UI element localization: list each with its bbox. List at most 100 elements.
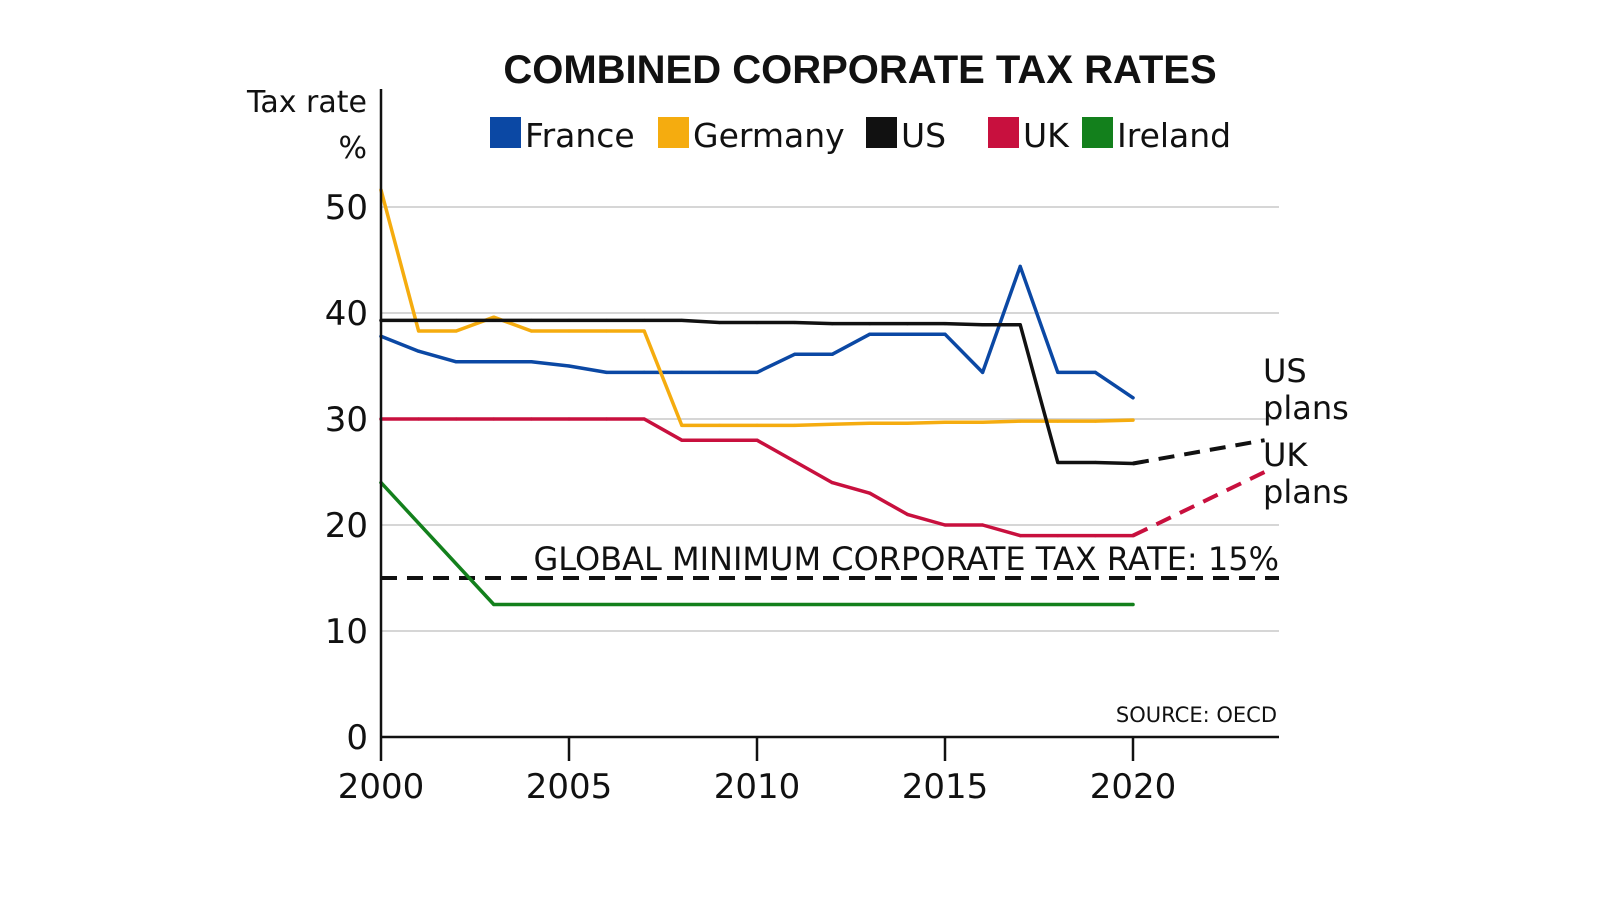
data-point-us-2001: [417, 318, 421, 323]
data-point-germany-2007: [642, 329, 646, 333]
data-point-uk-2014: [905, 512, 910, 517]
data-point-us-2011: [793, 320, 797, 325]
axes: 0 10 20 30 40 50 2000 2005 2010 2015 2020: [325, 89, 1279, 807]
data-point-germany-2008: [680, 423, 684, 427]
data-point-uk-2011: [793, 459, 797, 463]
data-point-us-2018: [1056, 460, 1060, 465]
data-point-us-2010: [755, 320, 759, 325]
data-point-france-2017: [1018, 264, 1022, 268]
x-tick-label-2010: 2010: [714, 767, 801, 807]
data-point-uk-2004: [529, 417, 534, 421]
legend-label-uk: UK: [1023, 116, 1070, 155]
y-tick-label-50: 50: [325, 188, 368, 228]
y-tick-label-10: 10: [325, 612, 368, 652]
data-point-us-2015: [943, 322, 947, 326]
data-point-germany-2001: [417, 329, 421, 333]
data-point-france-2020: [1131, 396, 1135, 400]
data-point-uk-2010: [755, 438, 759, 442]
data-point-france-2003: [492, 360, 496, 364]
data-point-uk-2009: [717, 438, 722, 442]
data-point-france-2012: [830, 352, 834, 356]
data-point-france-2013: [868, 332, 872, 336]
data-point-germany-2003: [492, 315, 496, 319]
data-point-us-2007: [642, 318, 646, 323]
data-point-uk-2018: [1056, 534, 1060, 538]
legend-label-us: US: [901, 116, 946, 155]
data-point-germany-2010: [755, 423, 759, 427]
data-point-france-2008: [680, 370, 684, 374]
data-point-uk-2006: [605, 417, 609, 421]
legend-swatch-us: [866, 117, 897, 148]
data-point-germany-2013: [868, 421, 872, 425]
data-point-ireland-2003: [492, 602, 496, 607]
y-tick-label-30: 30: [325, 400, 368, 440]
data-point-france-2010: [755, 370, 759, 374]
legend-swatch-germany: [658, 117, 689, 148]
y-tick-label-40: 40: [325, 294, 368, 334]
data-point-us-2009: [717, 320, 722, 325]
data-point-us-2004: [529, 318, 534, 323]
data-point-uk-2017: [1018, 534, 1022, 538]
legend: France Germany US UK Ireland: [490, 116, 1231, 155]
y-tick-label-0: 0: [346, 718, 368, 758]
data-point-germany-2020: [1131, 418, 1135, 422]
data-point-uk-2015: [943, 523, 947, 527]
data-point-us-2012: [830, 322, 834, 326]
data-point-us-2008: [680, 318, 684, 323]
data-point-france-2019: [1093, 370, 1097, 374]
data-point-germany-2006: [605, 329, 609, 333]
data-point-germany-2018: [1056, 419, 1060, 423]
data-point-us-2019: [1093, 460, 1097, 465]
data-point-germany-2016: [981, 420, 985, 424]
legend-swatch-france: [490, 117, 521, 148]
x-tick-label-2020: 2020: [1090, 767, 1177, 807]
x-tick-label-2005: 2005: [526, 767, 613, 807]
data-point-uk-2016: [981, 523, 985, 527]
projection-label-uk: UK: [1263, 436, 1308, 474]
series-line-france: [379, 264, 1135, 400]
data-point-us-2002: [454, 318, 458, 323]
data-point-uk-2008: [680, 438, 684, 442]
data-point-uk-2012: [830, 481, 834, 485]
data-point-us-2005: [567, 318, 571, 323]
data-point-uk-2007: [642, 417, 646, 421]
series-line-germany: [379, 188, 1135, 428]
legend-swatch-uk: [988, 117, 1019, 148]
data-point-france-2018: [1056, 370, 1060, 374]
x-tick-label-2000: 2000: [338, 767, 425, 807]
data-point-france-2016: [981, 370, 985, 374]
projection-label-us: US: [1263, 352, 1307, 390]
data-point-uk-2013: [868, 491, 872, 495]
data-point-uk-2005: [567, 417, 571, 421]
series-line-uk: [379, 417, 1135, 538]
data-point-france-2001: [417, 349, 421, 353]
data-point-germany-2012: [830, 422, 834, 426]
legend-swatch-ireland: [1082, 117, 1113, 148]
data-point-france-2007: [642, 370, 646, 374]
data-point-france-2011: [793, 352, 797, 356]
source-note: SOURCE: OECD: [1116, 703, 1277, 727]
projection-label-us-line2: plans: [1263, 389, 1349, 427]
projection-label-uk-line2: plans: [1263, 473, 1349, 511]
data-point-germany-2009: [717, 423, 722, 427]
data-point-france-2006: [605, 370, 609, 374]
data-point-germany-2014: [905, 421, 910, 425]
data-point-uk-2003: [492, 417, 496, 421]
reference-line-label: GLOBAL MINIMUM CORPORATE TAX RATE: 15%: [533, 540, 1279, 578]
chart-title: COMBINED CORPORATE TAX RATES: [503, 48, 1216, 92]
data-point-us-2016: [981, 323, 985, 327]
data-point-uk-2002: [454, 417, 458, 421]
data-point-germany-2017: [1018, 419, 1022, 423]
data-point-germany-2015: [943, 420, 947, 424]
data-point-us-2003: [492, 318, 496, 323]
data-point-germany-2002: [454, 329, 458, 333]
legend-label-france: France: [525, 116, 635, 155]
data-point-germany-2019: [1093, 419, 1097, 423]
data-point-france-2004: [529, 360, 534, 364]
legend-label-germany: Germany: [693, 116, 845, 155]
data-point-us-2017: [1018, 323, 1022, 327]
legend-label-ireland: Ireland: [1117, 116, 1231, 155]
projection-line-uk: [1132, 470, 1266, 538]
